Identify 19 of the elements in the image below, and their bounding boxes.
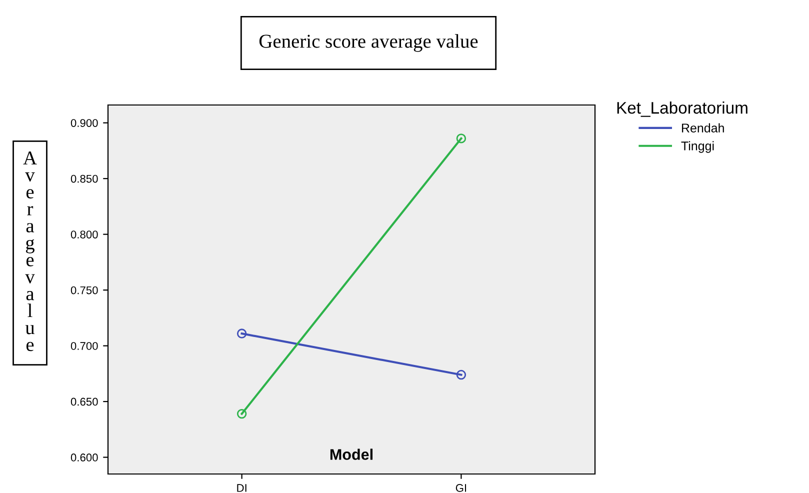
y-tick-label: 0.750: [70, 286, 98, 294]
legend-title: Ket_Laboratorium: [617, 101, 748, 117]
chart-title: Generic score average value: [259, 34, 478, 52]
point: [236, 408, 247, 419]
y-tick-label: 0.600: [70, 454, 98, 462]
x-tick-label: GI: [456, 484, 466, 492]
y-tick-label: 0.900: [70, 119, 98, 127]
point: [456, 134, 466, 144]
x-tick-label: DI: [237, 484, 246, 492]
y-tick-label: 0.650: [70, 398, 98, 406]
y-tick-label: 0.800: [70, 230, 98, 238]
point: [456, 370, 466, 380]
y-tick-label: 0.700: [70, 342, 98, 350]
x-axis-title: Model: [330, 448, 372, 460]
legend-label: Tinggi: [681, 141, 714, 153]
y-tick-label: 0.850: [70, 174, 98, 183]
text: Average value: [23, 152, 37, 352]
point: [236, 328, 247, 338]
legend-label: Rendah: [682, 123, 724, 132]
